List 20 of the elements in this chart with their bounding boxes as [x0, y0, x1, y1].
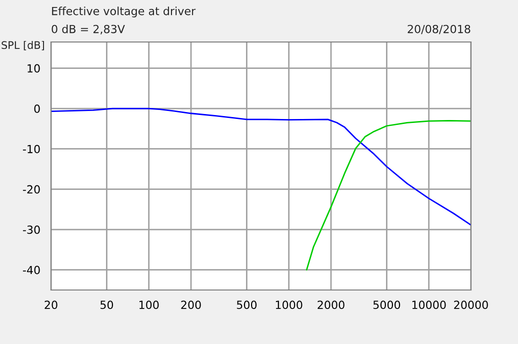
x-tick-label: 200	[181, 300, 201, 310]
chart-subtitle: 0 dB = 2,83V	[52, 24, 125, 34]
chart-title: Effective voltage at driver	[52, 6, 196, 18]
y-tick-label: 10	[28, 64, 40, 73]
x-tick-label: 100	[139, 300, 159, 310]
y-tick-label: 0	[34, 104, 40, 113]
x-tick-label: 10000	[412, 300, 446, 310]
y-tick-label: -30	[22, 225, 40, 234]
y-axis-title: SPL [dB]	[2, 40, 44, 50]
x-tick-label: 20	[44, 300, 58, 310]
y-tick-label: -20	[22, 185, 40, 194]
x-tick-label: 500	[236, 300, 257, 310]
y-tick-label: -10	[22, 144, 40, 154]
x-tick-label: 50	[100, 300, 114, 310]
x-tick-label: 2000	[318, 300, 344, 310]
x-tick-label: 5000	[373, 300, 400, 310]
y-tick-label: -40	[22, 266, 40, 274]
x-tick-label: 20000	[454, 300, 488, 310]
text: 20/08/2018	[408, 24, 470, 34]
x-tick-label: 1000	[276, 300, 302, 310]
